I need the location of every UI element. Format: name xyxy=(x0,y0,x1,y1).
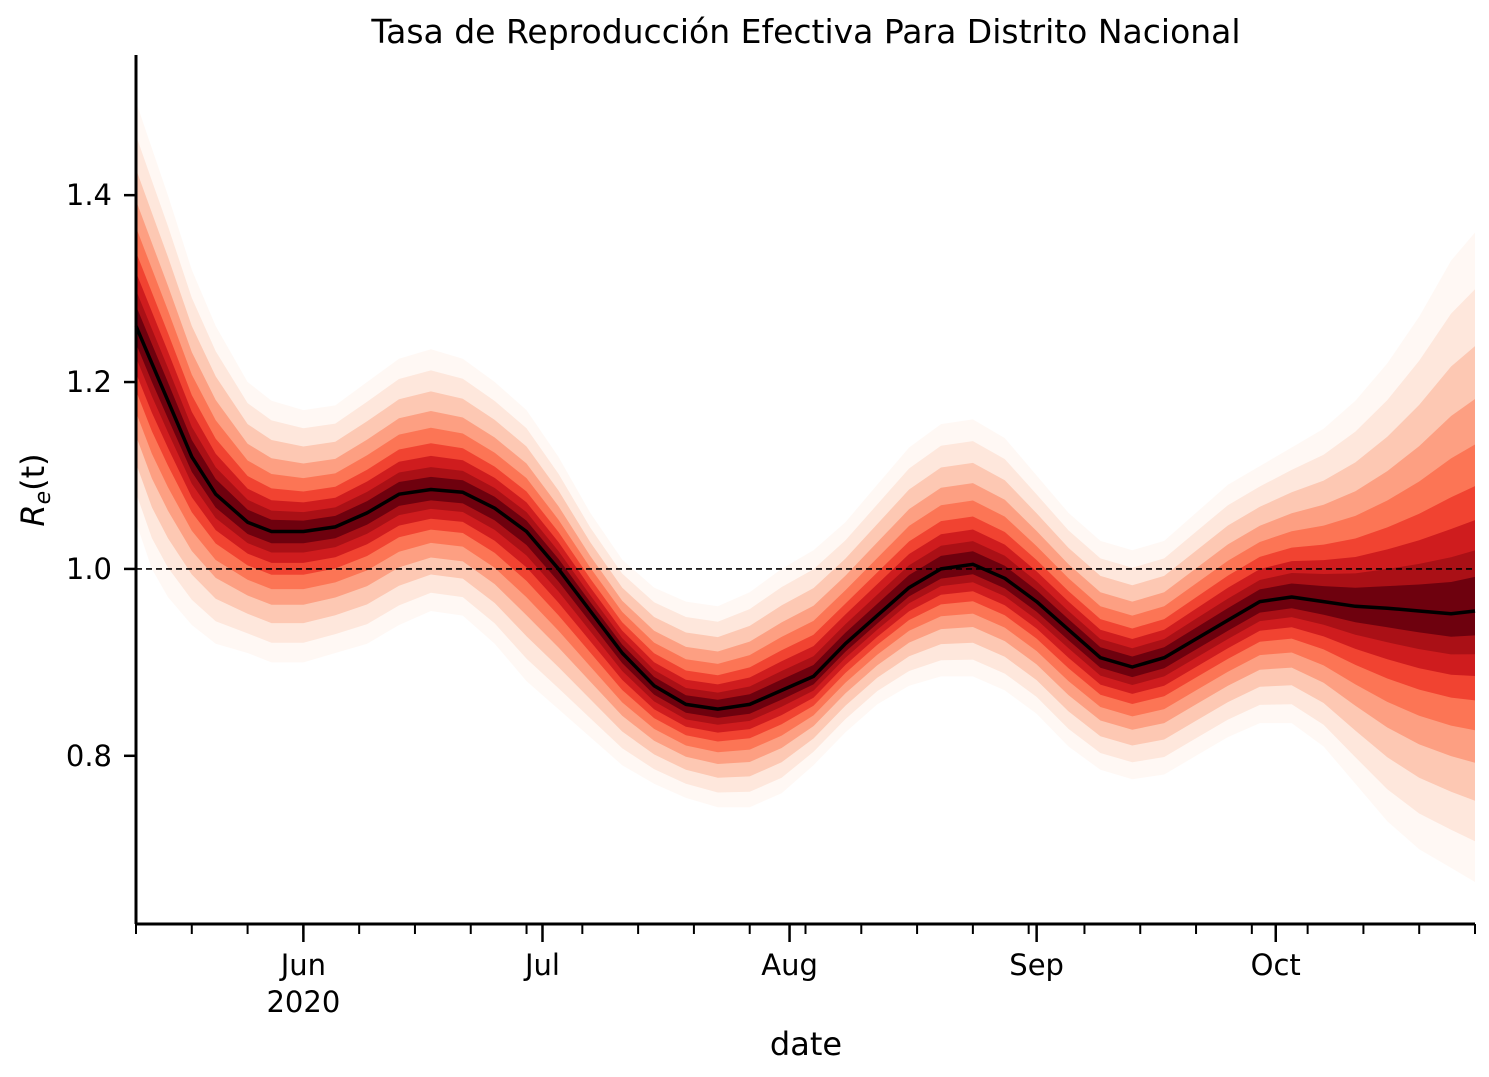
y-ticks: 0.8 1.0 1.2 1.4 xyxy=(66,178,136,773)
y-axis-label-main: R xyxy=(14,504,52,526)
median-line xyxy=(134,325,1476,711)
x-tick-label-2: Jul xyxy=(523,948,560,982)
band-level-5 xyxy=(136,227,1475,753)
x-tick-label-3: Aug xyxy=(761,948,818,982)
x-tick-sublabel-1: 2020 xyxy=(266,985,340,1019)
x-tick-label-4: Sep xyxy=(1009,948,1064,982)
y-tick-label-4: 1.4 xyxy=(66,178,112,212)
y-axis-label-sub: e xyxy=(31,491,56,505)
chart-title: Tasa de Reproducción Efectiva Para Distr… xyxy=(370,12,1240,51)
x-tick-label-5: Oct xyxy=(1251,948,1301,982)
y-tick-label-3: 1.2 xyxy=(66,365,112,399)
x-tick-label-1: Jun xyxy=(279,948,326,982)
uncertainty-bands xyxy=(136,101,1475,882)
x-axis-label: date xyxy=(770,1025,842,1063)
band-level-8 xyxy=(136,290,1475,725)
y-tick-label-1: 0.8 xyxy=(66,739,112,773)
y-tick-label-2: 1.0 xyxy=(66,552,112,586)
y-axis-label: Re(t) xyxy=(14,453,56,526)
y-axis-label-suffix: (t) xyxy=(14,453,52,491)
